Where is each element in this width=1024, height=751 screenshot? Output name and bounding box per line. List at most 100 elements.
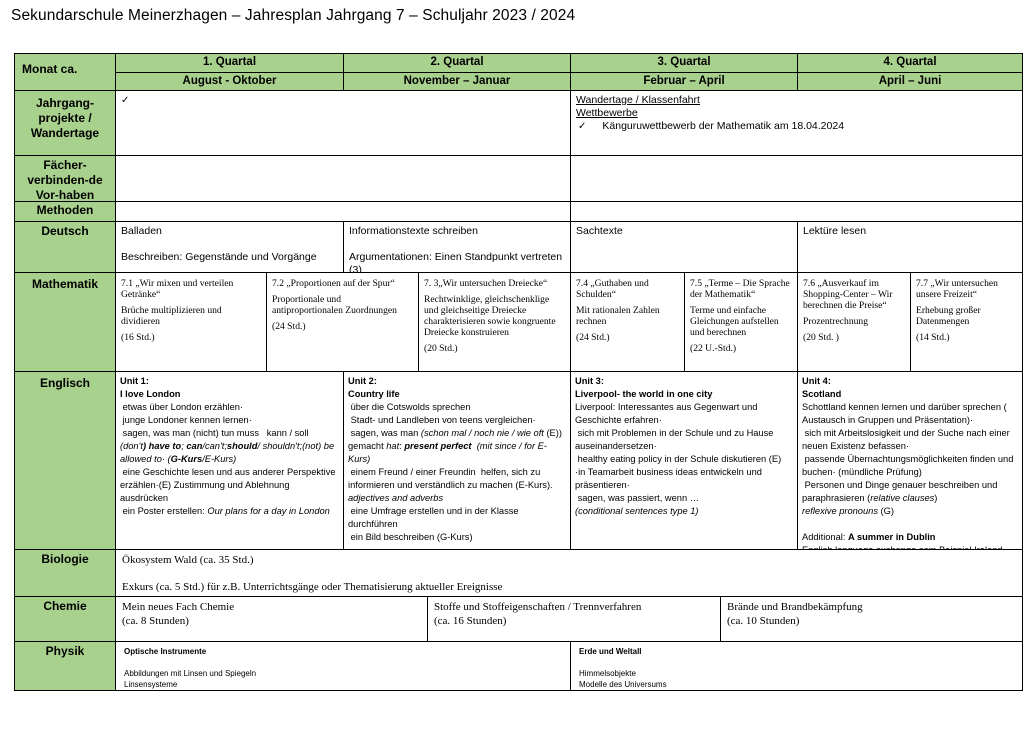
row-methoden: Methoden — [15, 202, 1023, 222]
unit-hours: (20 Std. ) — [803, 332, 839, 343]
text-line: English language exchange sam Beispiel I… — [802, 545, 1003, 550]
unit-heading: Unit 1: — [120, 376, 149, 386]
row-faecherverbindende: Fächer- verbinden-de Vor-haben — [15, 156, 1023, 202]
mathe-unit-7-2: 7.2 „Proportionen auf der Spur“ Proporti… — [267, 273, 419, 372]
topic: Exkurs (ca. 5 Std.) für z.B. Unterrichts… — [122, 581, 503, 593]
run: G-Kurs — [170, 454, 203, 464]
topic-hours: (ca. 16 Stunden) — [434, 615, 507, 627]
topic: Linsensysteme — [124, 680, 178, 689]
text-line: gemacht hat: present perfect (mit since … — [348, 440, 566, 466]
row-chemie: Chemie Mein neues Fach Chemie (ca. 8 Stu… — [15, 597, 1023, 642]
unit-title: 7.5 „Terme – Die Sprache der Mathematik“ — [690, 278, 790, 300]
row-mathematik: Mathematik 7.1 „Wir mixen und verteilen … — [15, 273, 1023, 372]
topic: Brände und Brandbekämpfung — [727, 601, 863, 613]
jahrgang-cell-q34: Wandertage / Klassenfahrt Wettbewerbe ✓ K… — [571, 91, 1023, 156]
text-line: ein Bild beschreiben (G-Kurs) — [348, 532, 473, 542]
kaenguru-item: ✓ Känguruwettbewerb der Mathematik am 18.… — [576, 120, 1017, 133]
run: Personen und Dinge genauer beschreiben u… — [802, 480, 1000, 503]
text-line: ·in Teamarbeit business ideas entwickeln… — [575, 467, 765, 490]
biologie-cell: Ökosystem Wald (ca. 35 Std.) Exkurs (ca.… — [116, 550, 1023, 597]
englisch-unit-3: Unit 3: Liverpool- the world in one city… — [571, 372, 798, 550]
text-line: junge Londoner kennen lernen· — [120, 415, 252, 425]
table-header: Monat ca. 1. Quartal 2. Quartal 3. Quart… — [15, 54, 1023, 91]
row-deutsch: Deutsch Balladen Beschreiben: Gegenständ… — [15, 222, 1023, 273]
unit-body: Erhebung großer Datenmengen — [916, 305, 981, 327]
run: ein Poster erstellen: — [120, 506, 208, 516]
unit-subheading: I love London — [120, 389, 181, 399]
methoden-cell-q12 — [116, 202, 571, 222]
run: ) have to — [142, 441, 182, 451]
row-label-jahrgangprojekte: Jahrgang- projekte / Wandertage — [15, 91, 116, 156]
text-line: Stadt- und Landleben von teens vergleich… — [348, 415, 536, 425]
unit-hours: (20 Std.) — [424, 343, 458, 354]
unit-body: Prozentrechnung — [803, 316, 869, 327]
mathe-unit-7-1: 7.1 „Wir mixen und verteilen Getränke“ B… — [116, 273, 267, 372]
topic: Ökosystem Wald (ca. 35 Std.) — [122, 554, 254, 566]
unit-body: Mit rationalen Zahlen rechnen — [576, 305, 660, 327]
topic: Himmelsobjekte — [579, 669, 636, 678]
mathe-unit-7-5: 7.5 „Terme – Die Sprache der Mathematik“… — [685, 273, 798, 372]
deutsch-cell-q3: Sachtexte — [571, 222, 798, 273]
run: sagen, was man — [348, 428, 421, 438]
row-englisch: Englisch Unit 1: I love London etwas übe… — [15, 372, 1023, 550]
unit-body: Rechtwinklige, gleichschenklige und glei… — [424, 294, 556, 338]
englisch-unit-4: Unit 4: Scotland Schottland kennen lerne… — [798, 372, 1023, 550]
topic: Sachtexte — [576, 225, 623, 237]
text-line: Additional: A summer in Dublin — [802, 531, 1018, 544]
topic-hours: (ca. 8 Stunden) — [122, 615, 189, 627]
unit-body: Brüche multiplizieren und dividieren — [121, 305, 222, 327]
text-line: sagen, was passiert, wenn … — [575, 493, 700, 503]
quartal-4-header: 4. Quartal — [798, 54, 1023, 73]
topic: Modelle des Universums — [579, 680, 667, 689]
unit-body: Proportionale und antiproportionalen Zuo… — [272, 294, 397, 316]
methoden-cell-q34 — [571, 202, 1023, 222]
mathe-unit-7-4: 7.4 „Guthaben und Schulden“ Mit rational… — [571, 273, 685, 372]
topic-heading: Erde und Weltall — [579, 647, 642, 656]
run: (G) — [877, 506, 894, 516]
topic: Mein neues Fach Chemie — [122, 601, 235, 613]
text-line: sich mit Problemen in der Schule und zu … — [575, 428, 777, 451]
deutsch-cell-q1: Balladen Beschreiben: Gegenstände und Vo… — [116, 222, 344, 273]
text-line: einem Freund / einer Freundin helfen, si… — [348, 467, 553, 490]
run: relative clauses — [870, 493, 935, 503]
row-label-faecherverbindende: Fächer- verbinden-de Vor-haben — [15, 156, 116, 202]
text-line: eine Umfrage erstellen und in der Klasse… — [348, 506, 522, 529]
text-line: (conditional sentences type 1) — [575, 506, 699, 516]
row-label-methoden: Methoden — [15, 202, 116, 222]
text-line: etwas über London erzählen· — [120, 402, 244, 412]
quartal-header-block: 1. Quartal 2. Quartal 3. Quartal 4. Quar… — [116, 54, 1023, 91]
run: can — [186, 441, 203, 451]
chemie-cell-2: Stoffe und Stoffeigenschaften / Trennver… — [428, 597, 721, 642]
unit-body: Terme und einfache Gleichungen aufstelle… — [690, 305, 779, 338]
text-line: passende Übernachtungsmöglichkeiten find… — [802, 454, 1016, 477]
topic: Lektüre lesen — [803, 225, 867, 237]
run: (mit since / for E-Kurs) — [348, 441, 547, 464]
unit-hours: (24 Std.) — [272, 321, 306, 332]
run: reflexive pronouns — [802, 506, 878, 516]
text-line: sagen, was man (schon mal / noch nie / w… — [348, 427, 566, 440]
topic-heading: Optische Instrumente — [124, 647, 207, 656]
text-line: Personen und Dinge genauer beschreiben u… — [802, 479, 1018, 505]
run: /can't; — [202, 441, 227, 451]
unit-title: 7.2 „Proportionen auf der Spur“ — [272, 278, 395, 289]
text-line: eine Geschichte lesen und aus anderer Pe… — [120, 467, 339, 503]
text-line: sich mit Arbeitslosigkeit und der Suche … — [802, 428, 1013, 451]
row-jahrgangprojekte: Jahrgang- projekte / Wandertage ✓ Wander… — [15, 91, 1023, 156]
unit-title: 7.4 „Guthaben und Schulden“ — [576, 278, 649, 300]
run: Additional: — [802, 532, 848, 542]
text-line: sagen, was man (nicht) tun muss kann / s… — [120, 428, 309, 438]
quartal-2-header: 2. Quartal — [344, 54, 571, 73]
chemie-cell-1: Mein neues Fach Chemie (ca. 8 Stunden) — [116, 597, 428, 642]
text-line: adjectives and adverbs — [348, 493, 444, 503]
unit-hours: (14 Std.) — [916, 332, 950, 343]
text-line: Schottland kennen lernen und darüber spr… — [802, 402, 1009, 425]
physik-cell-2: Erde und Weltall Himmelsobjekte Modelle … — [571, 642, 1023, 691]
unit-heading: Unit 2: — [348, 376, 377, 386]
page-title: Sekundarschule Meinerzhagen – Jahresplan… — [11, 7, 576, 24]
checkmark-icon: ✓ — [578, 121, 587, 132]
unit-heading: Unit 3: — [575, 376, 604, 386]
unit-title: 7.1 „Wir mixen und verteilen Getränke“ — [121, 278, 234, 300]
englisch-unit-1: Unit 1: I love London etwas über London … — [116, 372, 344, 550]
run: gemacht — [348, 441, 387, 451]
topic: Abbildungen mit Linsen und Spiegeln — [124, 669, 257, 678]
